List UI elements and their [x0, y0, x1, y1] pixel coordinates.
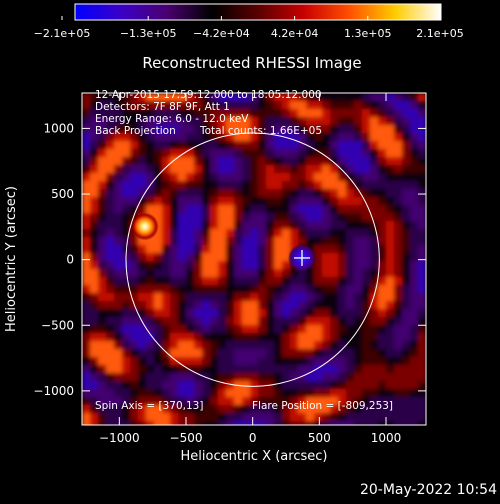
x-tick-label: −1000 — [99, 431, 140, 445]
plot-frame — [81, 92, 427, 426]
annotations: 12-Apr-2015 17:59:12.000 to 18:05:12.000… — [95, 89, 393, 412]
y-axis: −1000 −500 0 500 1000 — [33, 121, 426, 398]
heatmap-cells — [82, 93, 426, 425]
y-tick-label: −500 — [41, 318, 74, 332]
image-area — [82, 93, 426, 425]
x-axis-label: Heliocentric X (arcsec) — [181, 449, 328, 464]
y-tick-label: −1000 — [33, 384, 74, 398]
y-tick-label: 1000 — [43, 121, 74, 135]
colorbar-ticks: −2.1e+05 −1.3e+05 −4.2e+04 4.2e+04 1.3e+05 2.… — [34, 16, 464, 40]
date-stamp: 20-May-2022 10:54 — [360, 482, 497, 498]
colorbar — [74, 3, 442, 21]
colorbar-tick-label: −1.3e+05 — [120, 27, 177, 40]
colorbar-tick-label: 4.2e+04 — [271, 27, 318, 40]
x-tick-label: 1000 — [371, 431, 402, 445]
chart-title: Reconstructed RHESSI Image — [142, 54, 361, 72]
time-range-text: 12-Apr-2015 17:59:12.000 to 18:05:12.000 — [95, 89, 322, 101]
energy-range-text: Energy Range: 6.0 - 12.0 keV — [95, 113, 249, 125]
x-axis: −1000 −500 0 500 1000 — [99, 93, 401, 445]
colorbar-tick-label: −2.1e+05 — [34, 27, 91, 40]
y-tick-label: 500 — [51, 187, 74, 201]
flare-position-text: Flare Position = [-809,253] — [252, 400, 393, 412]
colorbar-tick-label: 1.3e+05 — [344, 27, 391, 40]
y-tick-label: 0 — [66, 253, 74, 267]
colorbar-tick-label: 2.1e+05 — [416, 27, 463, 40]
method-text: Back Projection — [95, 125, 176, 137]
flare-source — [130, 212, 159, 241]
colorbar-tick-label: −4.2e+04 — [193, 27, 250, 40]
x-tick-label: 0 — [249, 431, 257, 445]
x-tick-label: −500 — [170, 431, 203, 445]
y-axis-label: Heliocentric Y (arcsec) — [4, 186, 19, 332]
solar-limb — [125, 132, 380, 387]
x-tick-label: 500 — [308, 431, 331, 445]
spin-axis-marker — [294, 249, 310, 266]
total-counts-text: Total counts: 1.66E+05 — [199, 125, 322, 137]
detectors-text: Detectors: 7F 8F 9F, Att 1 — [95, 101, 230, 113]
spin-axis-text: Spin Axis = [370,13] — [95, 400, 203, 412]
